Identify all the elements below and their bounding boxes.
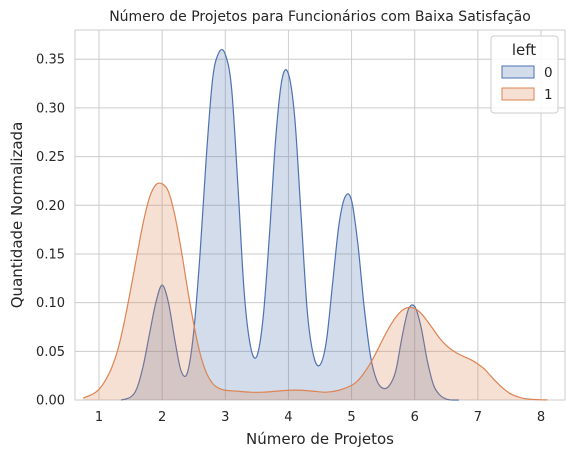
y-tick-label: 0.20 [36,199,65,214]
y-tick-label: 0.25 [36,150,65,165]
x-tick-label: 6 [411,410,419,425]
y-tick-label: 0.35 [36,53,65,68]
x-tick-labels: 1 2 3 4 5 6 7 8 [95,410,545,425]
x-tick-label: 8 [537,410,545,425]
x-tick-label: 5 [347,410,355,425]
plot-area [74,29,566,401]
y-tick-label: 0.05 [36,345,65,360]
legend-title: left [512,41,536,59]
series-1-area [83,183,548,400]
series-1-line [82,182,548,401]
legend-label-0: 0 [544,65,553,81]
y-tick-label: 0.10 [36,296,65,311]
y-tick-label: 0.00 [36,394,65,409]
legend-swatch-1 [501,87,535,101]
y-tick-label: 0.30 [36,101,65,116]
legend: left 0 1 [490,35,559,114]
y-tick-labels: 0.00 0.05 0.10 0.15 0.20 0.25 0.30 0.35 [36,53,65,409]
density-areas [82,48,548,401]
x-axis-label: Número de Projetos [246,430,394,448]
x-tick-label: 2 [158,410,166,425]
y-axis-label: Quantidade Normalizada [8,122,26,309]
series-0-area [121,49,459,401]
chart-title: Número de Projetos para Funcionários com… [109,9,531,25]
x-tick-label: 4 [284,410,292,425]
legend-label-1: 1 [544,87,553,103]
grid-lines [75,30,565,401]
x-tick-label: 7 [474,410,482,425]
y-tick-label: 0.15 [36,247,65,262]
x-tick-label: 3 [221,410,229,425]
legend-box [490,35,559,114]
series-0-line [120,48,459,401]
x-tick-label: 1 [95,410,103,425]
legend-swatch-0 [501,65,535,79]
